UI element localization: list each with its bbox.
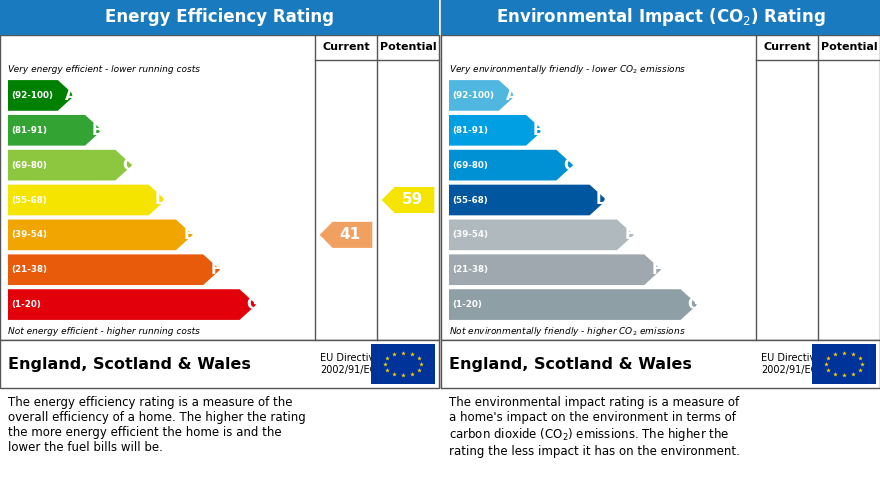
- Polygon shape: [449, 150, 573, 180]
- Text: Current: Current: [763, 42, 810, 52]
- Text: (21-38): (21-38): [452, 265, 488, 274]
- Text: G: G: [246, 297, 259, 312]
- Text: C: C: [563, 158, 575, 173]
- Text: England, Scotland & Wales: England, Scotland & Wales: [449, 356, 692, 372]
- Text: (55-68): (55-68): [11, 196, 47, 205]
- Bar: [441, 0, 880, 35]
- Bar: [441, 340, 880, 388]
- Polygon shape: [449, 254, 661, 285]
- Text: G: G: [687, 297, 700, 312]
- Text: Not environmentally friendly - higher CO$_2$ emissions: Not environmentally friendly - higher CO…: [449, 324, 686, 338]
- Text: (55-68): (55-68): [452, 196, 488, 205]
- Polygon shape: [8, 289, 256, 320]
- Text: D: D: [596, 192, 609, 208]
- Text: (1-20): (1-20): [11, 300, 40, 309]
- Text: E: E: [183, 227, 194, 243]
- Polygon shape: [382, 187, 435, 213]
- Bar: [0, 340, 439, 388]
- Text: Not energy efficient - higher running costs: Not energy efficient - higher running co…: [8, 326, 200, 336]
- Text: C: C: [122, 158, 134, 173]
- Text: Very energy efficient - lower running costs: Very energy efficient - lower running co…: [8, 66, 200, 74]
- Text: A: A: [506, 88, 517, 103]
- Text: E: E: [625, 227, 634, 243]
- Text: Energy Efficiency Rating: Energy Efficiency Rating: [105, 8, 334, 27]
- Text: F: F: [210, 262, 221, 277]
- Text: D: D: [155, 192, 168, 208]
- Polygon shape: [449, 115, 543, 145]
- Polygon shape: [8, 80, 75, 111]
- Text: Current: Current: [322, 42, 370, 52]
- Polygon shape: [449, 185, 606, 215]
- Text: (81-91): (81-91): [452, 126, 488, 135]
- Bar: [0, 35, 439, 340]
- Text: 41: 41: [340, 227, 361, 243]
- Text: B: B: [92, 123, 104, 138]
- Text: F: F: [652, 262, 662, 277]
- Text: Very environmentally friendly - lower CO$_2$ emissions: Very environmentally friendly - lower CO…: [449, 64, 686, 76]
- Text: 59: 59: [401, 192, 423, 208]
- Text: (81-91): (81-91): [11, 126, 47, 135]
- Polygon shape: [8, 150, 132, 180]
- Text: (39-54): (39-54): [11, 230, 47, 240]
- Text: Environmental Impact (CO$_2$) Rating: Environmental Impact (CO$_2$) Rating: [495, 6, 825, 29]
- Bar: [371, 344, 435, 384]
- Text: EU Directive
2002/91/EC: EU Directive 2002/91/EC: [761, 353, 821, 375]
- Polygon shape: [449, 219, 634, 250]
- Polygon shape: [8, 254, 220, 285]
- Polygon shape: [319, 222, 372, 248]
- Text: (21-38): (21-38): [11, 265, 47, 274]
- Text: A: A: [64, 88, 77, 103]
- Bar: [0, 0, 439, 35]
- Text: (92-100): (92-100): [11, 91, 53, 100]
- Bar: [441, 35, 880, 340]
- Polygon shape: [8, 185, 165, 215]
- Polygon shape: [449, 80, 516, 111]
- Text: England, Scotland & Wales: England, Scotland & Wales: [8, 356, 251, 372]
- Text: (39-54): (39-54): [452, 230, 488, 240]
- Text: EU Directive
2002/91/EC: EU Directive 2002/91/EC: [320, 353, 380, 375]
- Text: (69-80): (69-80): [452, 161, 488, 170]
- Text: (92-100): (92-100): [452, 91, 494, 100]
- Text: Potential: Potential: [379, 42, 436, 52]
- Polygon shape: [8, 115, 102, 145]
- Text: B: B: [533, 123, 545, 138]
- Text: Potential: Potential: [821, 42, 877, 52]
- Text: (69-80): (69-80): [11, 161, 47, 170]
- Polygon shape: [8, 219, 193, 250]
- Text: The energy efficiency rating is a measure of the
overall efficiency of a home. T: The energy efficiency rating is a measur…: [8, 396, 305, 454]
- Bar: [812, 344, 876, 384]
- Polygon shape: [449, 289, 698, 320]
- Text: The environmental impact rating is a measure of
a home's impact on the environme: The environmental impact rating is a mea…: [449, 396, 740, 458]
- Text: (1-20): (1-20): [452, 300, 482, 309]
